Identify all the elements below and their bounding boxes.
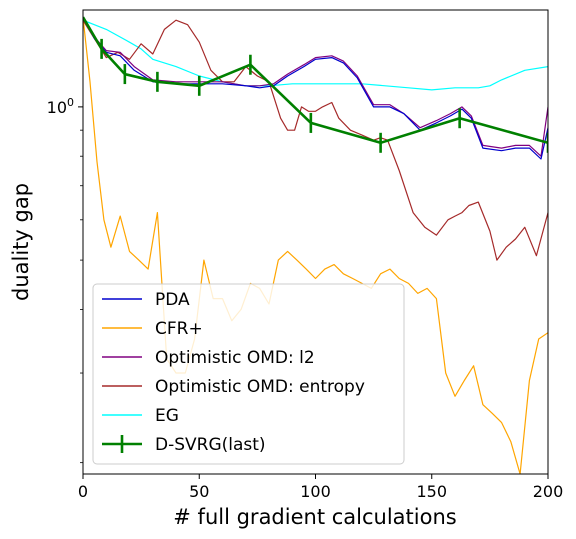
legend: PDA CFR+ Optimistic OMD: l2 Optimistic OMD:…: [92, 283, 405, 465]
series-line-optimistic-omd-entropy: [83, 19, 548, 261]
y-axis-label: duality gap: [9, 183, 33, 301]
x-tick-label: 100: [300, 482, 331, 501]
x-axis-label: # full gradient calculations: [173, 505, 456, 529]
legend-box: [92, 283, 405, 465]
series-line-d-svrg-last: [83, 16, 548, 145]
x-tick-label: 50: [189, 482, 209, 501]
series-line-cfr: [83, 17, 548, 474]
x-tick-label: 150: [416, 482, 447, 501]
legend-label-pda: PDA: [155, 290, 190, 310]
legend-label-eg: EG: [155, 406, 179, 426]
legend-label-optimistic-omd-entropy: Optimistic OMD: entropy: [155, 377, 365, 397]
legend-label-cfr: CFR+: [155, 319, 203, 339]
x-tick-label: 0: [78, 482, 88, 501]
x-tick-label: 200: [533, 482, 564, 501]
legend-label-d-svrg-last: D-SVRG(last): [155, 435, 266, 455]
legend-label-optimistic-omd-l2: Optimistic OMD: l2: [155, 348, 315, 368]
y-tick-label: 100: [47, 96, 74, 117]
series-line-eg: [83, 19, 548, 91]
